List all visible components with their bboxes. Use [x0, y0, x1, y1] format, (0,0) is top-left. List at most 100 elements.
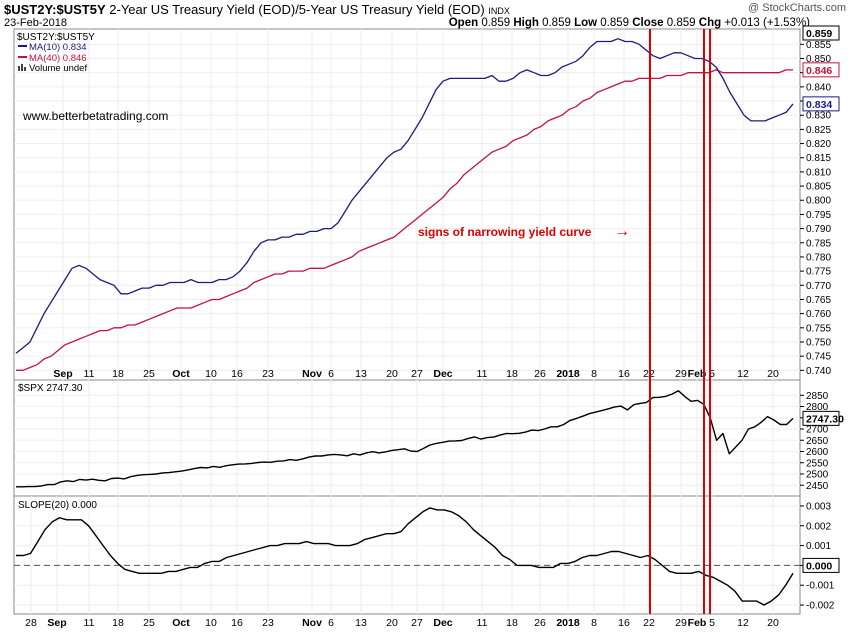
main-y-label: 0.775 — [806, 267, 831, 278]
main-x-label: 27 — [411, 368, 423, 380]
main-x-label: 12 — [737, 368, 749, 380]
legend-volume-bar1 — [18, 66, 20, 71]
main-y-label: 0.750 — [806, 337, 831, 348]
legend-volume: Volume undef — [29, 63, 87, 74]
bottom-x-label: 12 — [737, 617, 749, 629]
symbol-description: 2-Year US Treasury Yield (EOD)/5-Year US… — [109, 2, 485, 17]
spx-y-label: 2550 — [806, 458, 829, 469]
bottom-x-label: Sep — [47, 617, 66, 629]
annotation-text: signs of narrowing yield curve — [418, 225, 592, 239]
main-x-label: Nov — [302, 368, 322, 380]
main-y-label: 0.830 — [806, 111, 831, 122]
close-price-tag-box — [802, 25, 840, 41]
bottom-x-label: 18 — [112, 617, 124, 629]
exchange: INDX — [488, 6, 510, 16]
bottom-x-label: 2018 — [556, 617, 580, 629]
spx-price-tag-text: 2747.30 — [806, 413, 844, 425]
main-x-label: 20 — [386, 368, 398, 380]
main-y-label: 0.810 — [806, 167, 831, 178]
open-label: Open — [448, 17, 479, 29]
slope-price-tag-text: 0.000 — [806, 560, 832, 572]
main-x-label: Oct — [172, 368, 190, 380]
chart-date: 23-Feb-2018 — [4, 17, 67, 29]
legend-volume-bar2 — [21, 64, 23, 71]
main-x-label: 16 — [618, 368, 630, 380]
panel-frame-slope — [13, 495, 801, 615]
bottom-x-label: Dec — [433, 617, 452, 629]
bottom-x-label: 25 — [143, 617, 155, 629]
main-y-label: 0.855 — [806, 40, 831, 51]
bottom-x-label: 16 — [618, 617, 630, 629]
main-x-label: 18 — [112, 368, 124, 380]
main-y-label: 0.740 — [806, 366, 831, 377]
chg-value: +0.013 (+1.53%) — [724, 17, 810, 29]
legend-ma10: MA(10) 0.834 — [29, 42, 87, 53]
main-y-label: 0.780 — [806, 252, 831, 263]
main-x-label: 11 — [84, 368, 95, 380]
main-y-label: 0.785 — [806, 238, 831, 249]
bottom-x-label: 5 — [709, 617, 715, 629]
panel-frame-spx — [13, 379, 801, 497]
main-y-label: 0.765 — [806, 295, 831, 306]
slope-price-tag-box — [802, 557, 840, 573]
main-x-label: 11 — [477, 368, 488, 380]
bottom-x-label: 23 — [262, 617, 274, 629]
bottom-x-label: 27 — [411, 617, 423, 629]
main-x-label: 13 — [355, 368, 367, 380]
open-value: 0.859 — [481, 17, 511, 29]
slope-price-tag: 0.000 — [802, 557, 840, 573]
bottom-x-label: 26 — [534, 617, 546, 629]
main-y-label: 0.755 — [806, 323, 831, 334]
spx-y-label: 2700 — [806, 425, 829, 436]
main-y-label: 0.800 — [806, 196, 831, 207]
bottom-x-label: 20 — [386, 617, 398, 629]
ma40-price-tag-text: 0.846 — [806, 65, 832, 77]
spx-price-tag-box — [802, 410, 840, 426]
main-y-label: 0.850 — [806, 54, 831, 65]
high-label: High — [513, 17, 539, 29]
bottom-x-label: 28 — [25, 617, 37, 629]
bottom-x-label: Oct — [172, 617, 190, 629]
main-x-label: 16 — [231, 368, 243, 380]
bottom-x-label: 11 — [477, 617, 488, 629]
main-x-label: 8 — [591, 368, 597, 380]
bottom-x-label: 10 — [205, 617, 217, 629]
slope-legend: SLOPE(20) 0.000 — [18, 500, 97, 511]
spx-y-label: 2450 — [806, 481, 829, 492]
low-label: Low — [574, 17, 598, 29]
bottom-x-label: 13 — [355, 617, 367, 629]
close-price-tag-text: 0.859 — [806, 28, 832, 40]
bottom-x-label: 11 — [84, 617, 95, 629]
main-x-label: 5 — [709, 368, 715, 380]
slope-y-label: 0.001 — [806, 541, 831, 552]
bottom-x-label: Nov — [302, 617, 322, 629]
ma40-price-tag-box — [802, 62, 840, 78]
slope-y-label: -0.002 — [806, 601, 835, 612]
quote-bar: Open 0.859 High 0.859 Low 0.859 Close 0.… — [449, 17, 810, 29]
symbol: $UST2Y:$UST5Y — [4, 2, 106, 17]
ma40-price-tag: 0.846 — [802, 62, 840, 78]
spx-legend: $SPX 2747.30 — [18, 383, 83, 394]
main-y-label: 0.745 — [806, 352, 831, 363]
ma10-price-tag-text: 0.834 — [806, 99, 832, 111]
main-y-label: 0.770 — [806, 281, 831, 292]
main-x-label: 25 — [143, 368, 155, 380]
bottom-x-label: Feb — [688, 617, 707, 629]
slope-y-label: 0.003 — [806, 501, 831, 512]
spx-y-label: 2650 — [806, 436, 829, 447]
slope-y-label: 0.002 — [806, 521, 831, 532]
main-y-label: 0.820 — [806, 139, 831, 150]
spx-y-label: 2850 — [806, 391, 829, 402]
ma10-line — [15, 38, 794, 354]
spx-y-label: 2800 — [806, 402, 829, 413]
main-y-label: 0.795 — [806, 210, 831, 221]
main-y-label: 0.790 — [806, 224, 831, 235]
chg-label: Chg — [698, 17, 722, 29]
main-y-label: 0.840 — [806, 82, 831, 93]
main-x-label: Dec — [433, 368, 452, 380]
bottom-x-label: 8 — [591, 617, 597, 629]
high-value: 0.859 — [542, 17, 571, 29]
main-y-label: 0.815 — [806, 153, 831, 164]
main-x-label: Feb — [688, 368, 707, 380]
